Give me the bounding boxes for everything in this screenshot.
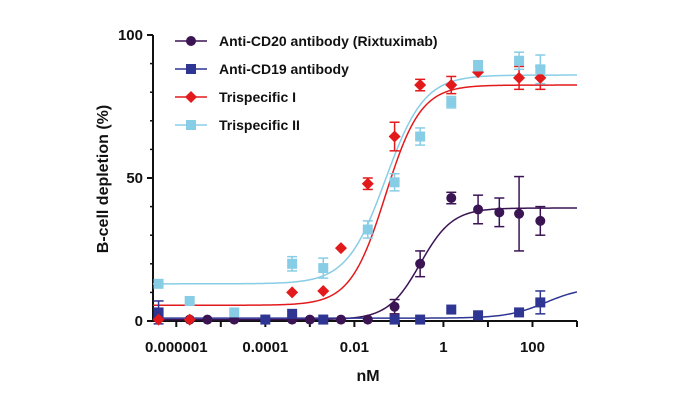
data-point [287,308,298,319]
data-point [389,301,400,312]
y-tick-label: 0 [135,313,143,330]
data-point [389,314,400,325]
fit-curves [153,74,578,321]
legend: Anti-CD20 antibody (Rixtuximab) Anti-CD19… [175,33,438,133]
legend-label: Trispecific II [219,117,300,133]
x-tick-label: 100 [520,339,545,356]
x-tick-label: 1 [439,339,447,356]
data-point [473,310,484,321]
fit-curve [153,84,577,307]
legend-marker [186,120,196,130]
legend-marker [186,64,196,74]
data-point [229,307,240,318]
axes: 0 50 100 0.000001 0.0001 0.01 1 100 [118,27,578,356]
legend-marker [186,36,196,46]
data-point [494,207,505,218]
data-point [362,224,373,235]
x-tick-label: 0.000001 [145,339,208,356]
data-points [152,55,547,326]
data-point [202,314,213,325]
data-point [335,314,346,325]
data-point [415,314,426,325]
data-point [445,79,458,92]
data-point [318,263,329,274]
data-point [513,71,526,84]
data-point [183,313,196,326]
data-point [514,55,525,66]
data-point [473,61,484,72]
data-point [318,314,329,325]
data-point [473,204,484,215]
legend-marker [185,91,197,103]
y-tick-label: 50 [126,170,143,187]
data-point [535,64,546,75]
data-point [260,314,271,325]
legend-label: Trispecific I [219,89,296,105]
y-tick-label: 100 [118,27,143,44]
data-point [534,71,547,84]
data-point [415,258,426,269]
data-point [362,314,373,325]
data-point [286,286,299,299]
data-point [446,97,457,108]
data-point [514,307,525,318]
data-point [317,284,330,297]
legend-label: Anti-CD20 antibody (Rixtuximab) [219,33,438,49]
data-point [334,242,347,255]
data-point [287,258,298,269]
data-point [388,130,401,143]
legend-label: Anti-CD19 antibody [219,61,349,77]
data-point [446,193,457,204]
data-point [304,314,315,325]
x-tick-label: 0.01 [340,339,369,356]
data-point [446,304,457,315]
data-point [389,177,400,188]
data-point [535,215,546,226]
data-point [415,131,426,142]
data-point [414,79,427,92]
data-point [184,295,195,306]
x-tick-label: 0.0001 [242,339,288,356]
data-point [514,208,525,219]
x-axis-label: nM [356,368,379,385]
data-point [152,313,165,326]
data-point [361,177,374,190]
data-point [153,278,164,289]
data-point [153,307,164,318]
data-point [535,297,546,308]
y-axis-label: B-cell depletion (%) [95,105,112,253]
